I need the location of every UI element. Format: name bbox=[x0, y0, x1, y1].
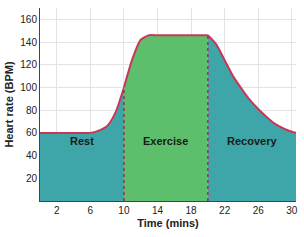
svg-text:10: 10 bbox=[118, 205, 130, 216]
svg-text:120: 120 bbox=[20, 59, 37, 70]
svg-text:18: 18 bbox=[186, 205, 198, 216]
svg-text:30: 30 bbox=[286, 205, 298, 216]
svg-text:40: 40 bbox=[26, 150, 38, 161]
svg-text:Heart rate (BPM): Heart rate (BPM) bbox=[3, 61, 15, 148]
svg-text:Recovery: Recovery bbox=[227, 135, 277, 147]
svg-text:160: 160 bbox=[20, 14, 37, 25]
svg-text:60: 60 bbox=[26, 127, 38, 138]
svg-text:20: 20 bbox=[26, 173, 38, 184]
svg-text:100: 100 bbox=[20, 82, 37, 93]
svg-text:6: 6 bbox=[88, 205, 94, 216]
svg-text:140: 140 bbox=[20, 37, 37, 48]
svg-text:Rest: Rest bbox=[70, 135, 94, 147]
svg-text:2: 2 bbox=[54, 205, 60, 216]
svg-text:Time (mins): Time (mins) bbox=[137, 217, 199, 229]
svg-text:80: 80 bbox=[26, 105, 38, 116]
svg-text:14: 14 bbox=[152, 205, 164, 216]
svg-text:26: 26 bbox=[253, 205, 265, 216]
svg-text:Exercise: Exercise bbox=[143, 135, 188, 147]
svg-text:22: 22 bbox=[219, 205, 231, 216]
